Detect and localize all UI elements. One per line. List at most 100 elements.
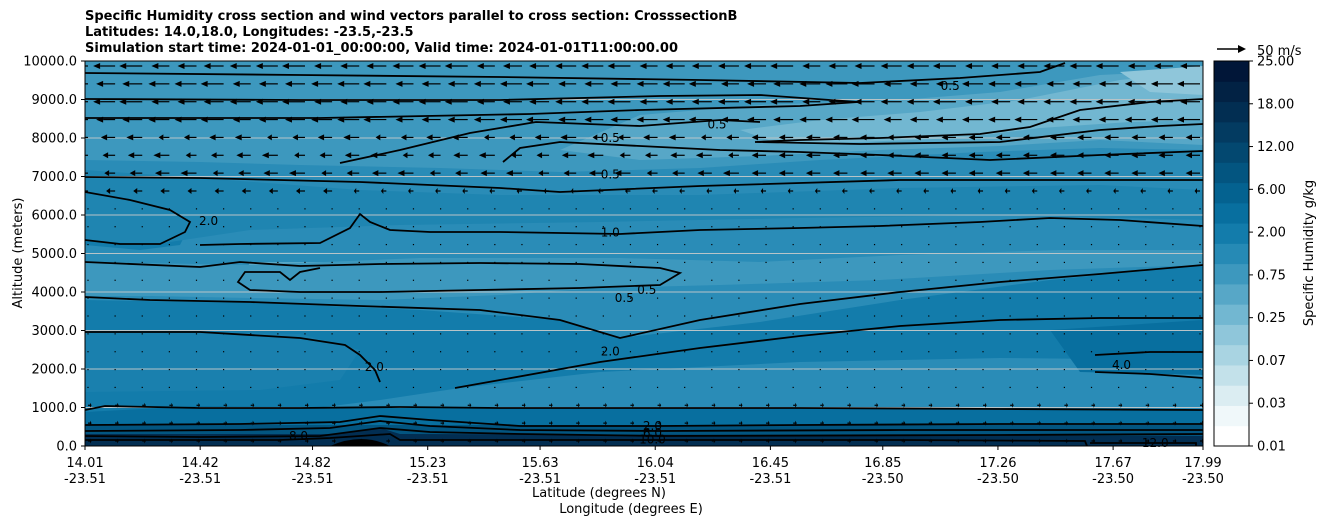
wind-vector xyxy=(819,368,821,371)
wind-vector-head xyxy=(177,98,185,105)
wind-vector xyxy=(494,315,496,317)
wind-vector xyxy=(250,208,252,210)
wind-vector xyxy=(223,297,225,299)
wind-vector xyxy=(223,226,225,228)
wind-vector-head xyxy=(617,134,624,141)
y-tick-label: 1000.0 xyxy=(32,401,78,416)
wind-vector-head xyxy=(353,188,357,194)
wind-vector xyxy=(87,208,89,210)
wind-vector-head xyxy=(70,117,77,123)
contour-label: 2.0 xyxy=(601,345,620,359)
wind-vector xyxy=(684,386,686,389)
wind-vector-head xyxy=(991,98,999,105)
wind-vector-head xyxy=(536,152,543,159)
wind-vector xyxy=(575,368,577,371)
wind-vector-head xyxy=(605,420,607,426)
wind-vector-head xyxy=(421,116,429,123)
wind-vector-head xyxy=(876,420,879,426)
wind-vector xyxy=(250,261,252,264)
x-tick-label-longitude: -23.51 xyxy=(179,472,221,487)
chart-title-line-2: Latitudes: 14.0,18.0, Longitudes: -23.5,… xyxy=(85,25,414,40)
wind-vector xyxy=(195,297,198,299)
wind-vector xyxy=(955,333,957,335)
wind-vector-head xyxy=(957,438,960,444)
wind-vector-head xyxy=(962,116,970,123)
wind-vector xyxy=(412,226,415,228)
wind-vector-head xyxy=(985,420,987,426)
contour-label: 2.0 xyxy=(643,419,662,433)
wind-vector xyxy=(304,243,306,246)
wind-vector xyxy=(168,261,170,264)
wind-vector-head xyxy=(126,134,134,141)
wind-vector xyxy=(1172,368,1174,371)
wind-vector xyxy=(656,297,659,299)
wind-vector-head xyxy=(561,152,569,159)
wind-vector xyxy=(195,279,198,281)
colorbar-segment xyxy=(1214,162,1249,184)
wind-vector-head xyxy=(799,80,807,87)
wind-vector-head xyxy=(713,420,716,426)
wind-vector-head xyxy=(887,134,894,141)
wind-vector xyxy=(684,243,686,246)
wind-vector xyxy=(412,315,415,317)
wind-vector-head xyxy=(180,170,188,177)
wind-vector-head xyxy=(252,402,255,408)
wind-vector-head xyxy=(444,63,452,69)
wind-vector-head xyxy=(988,80,996,87)
wind-vector xyxy=(1036,279,1038,281)
wind-vector xyxy=(575,386,577,389)
wind-vector-head xyxy=(876,438,879,444)
wind-vector xyxy=(656,261,659,264)
wind-vector-head xyxy=(321,170,327,177)
wind-vector xyxy=(439,261,442,264)
wind-vector xyxy=(1118,279,1120,281)
x-tick-label-latitude: 14.82 xyxy=(294,456,331,471)
wind-vector xyxy=(575,351,577,353)
wind-vector-head xyxy=(968,170,976,177)
contour-labels: 0.50.50.50.51.02.00.50.52.02.0 4.02.06.08… xyxy=(199,79,1169,450)
wind-vector-head xyxy=(529,98,537,105)
wind-vector xyxy=(629,386,632,389)
x-axis: 14.01-23.5114.42-23.5114.82-23.5115.23-2… xyxy=(64,446,1224,487)
wind-vector xyxy=(602,297,604,299)
wind-vector-head xyxy=(906,98,914,105)
wind-vector xyxy=(602,315,604,317)
wind-vector-head xyxy=(558,116,566,123)
wind-vector xyxy=(358,279,360,281)
wind-vector-head xyxy=(171,438,173,444)
wind-vector-head xyxy=(319,152,326,159)
wind-vector-head xyxy=(366,63,374,69)
wind-vector-head xyxy=(1086,188,1089,194)
wind-vector xyxy=(982,297,984,299)
wind-vector-head xyxy=(1174,402,1177,408)
wind-vector xyxy=(141,386,143,389)
wind-vector-head xyxy=(555,98,563,105)
wind-vector-head xyxy=(337,80,345,87)
wind-vector-head xyxy=(558,80,566,87)
wind-vector-head xyxy=(1147,402,1150,408)
wind-vector xyxy=(1145,279,1147,281)
wind-vector-head xyxy=(578,438,580,444)
wind-vector-head xyxy=(768,438,770,444)
wind-vector xyxy=(575,226,577,228)
wind-vector-head xyxy=(1131,134,1138,141)
wind-vector xyxy=(412,208,415,210)
wind-vector xyxy=(846,386,849,389)
wind-vector-head xyxy=(361,402,363,408)
wind-vector-head xyxy=(171,420,173,426)
wind-vector xyxy=(1009,315,1011,317)
wind-vector xyxy=(819,243,821,246)
wind-vector xyxy=(629,368,632,371)
wind-vector xyxy=(873,333,876,335)
contour-label: 0.5 xyxy=(601,131,620,145)
wind-vector-head xyxy=(932,98,940,105)
wind-vector-head xyxy=(523,402,526,408)
wind-vector-head xyxy=(883,116,891,123)
wind-vector xyxy=(467,261,469,264)
wind-vector xyxy=(385,368,387,371)
wind-vector xyxy=(412,297,415,299)
wind-vector-head xyxy=(659,402,662,408)
wind-vector-head xyxy=(1158,170,1165,177)
wind-vector xyxy=(846,226,849,228)
wind-vector xyxy=(548,351,550,353)
